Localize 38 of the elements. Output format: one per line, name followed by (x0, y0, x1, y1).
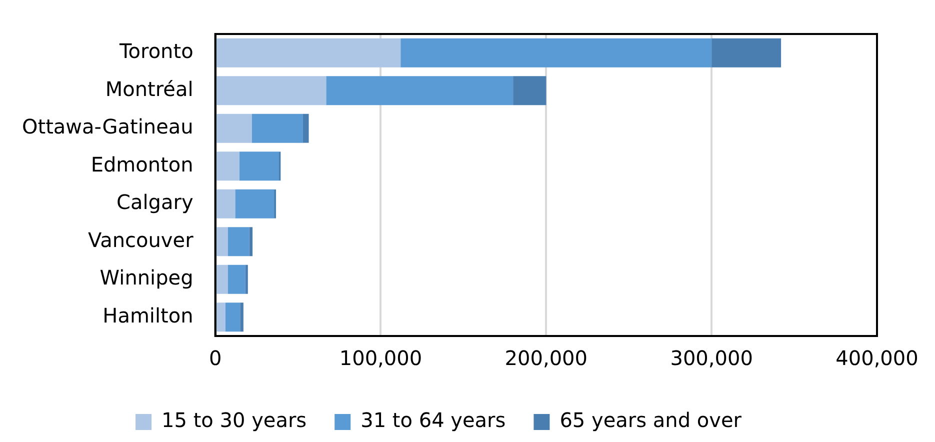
x-tick-label: 0 (208, 346, 222, 370)
bar (216, 264, 228, 294)
bar (240, 302, 244, 332)
bar (249, 227, 253, 256)
bar (400, 38, 712, 68)
legend-label: 15 to 30 years (162, 408, 307, 432)
y-tick-label: Toronto (118, 39, 194, 64)
bar (513, 76, 546, 106)
y-tick-label: Winnipeg (100, 266, 194, 290)
legend-label: 65 years and over (560, 408, 742, 432)
bar (239, 152, 279, 181)
x-tick-label: 300,000 (670, 346, 753, 370)
x-tick-label: 400,000 (836, 346, 918, 370)
x-tick-label: 200,000 (504, 346, 588, 370)
bar (712, 38, 782, 68)
bar (216, 227, 228, 256)
legend-label: 31 to 64 years (360, 408, 506, 432)
bar (216, 114, 252, 143)
bar (245, 264, 248, 294)
y-tick-label: Calgary (116, 190, 194, 214)
bar (228, 264, 246, 294)
y-tick-label: Montréal (105, 76, 194, 101)
bar (216, 38, 401, 68)
y-tick-label: Edmonton (90, 152, 194, 176)
bar (216, 302, 226, 332)
bar (252, 114, 303, 143)
x-tick-label: 100,000 (339, 346, 422, 370)
bar (228, 227, 250, 256)
bar (225, 302, 240, 332)
y-tick-label: Hamilton (102, 303, 194, 328)
bar (326, 76, 514, 106)
bar (235, 189, 274, 218)
y-tick-label: Ottawa-Gatineau (22, 114, 194, 139)
bar (216, 152, 240, 181)
bar (216, 76, 326, 106)
bar (216, 189, 236, 218)
bar (302, 114, 309, 143)
y-tick-label: Vancouver (88, 228, 194, 252)
